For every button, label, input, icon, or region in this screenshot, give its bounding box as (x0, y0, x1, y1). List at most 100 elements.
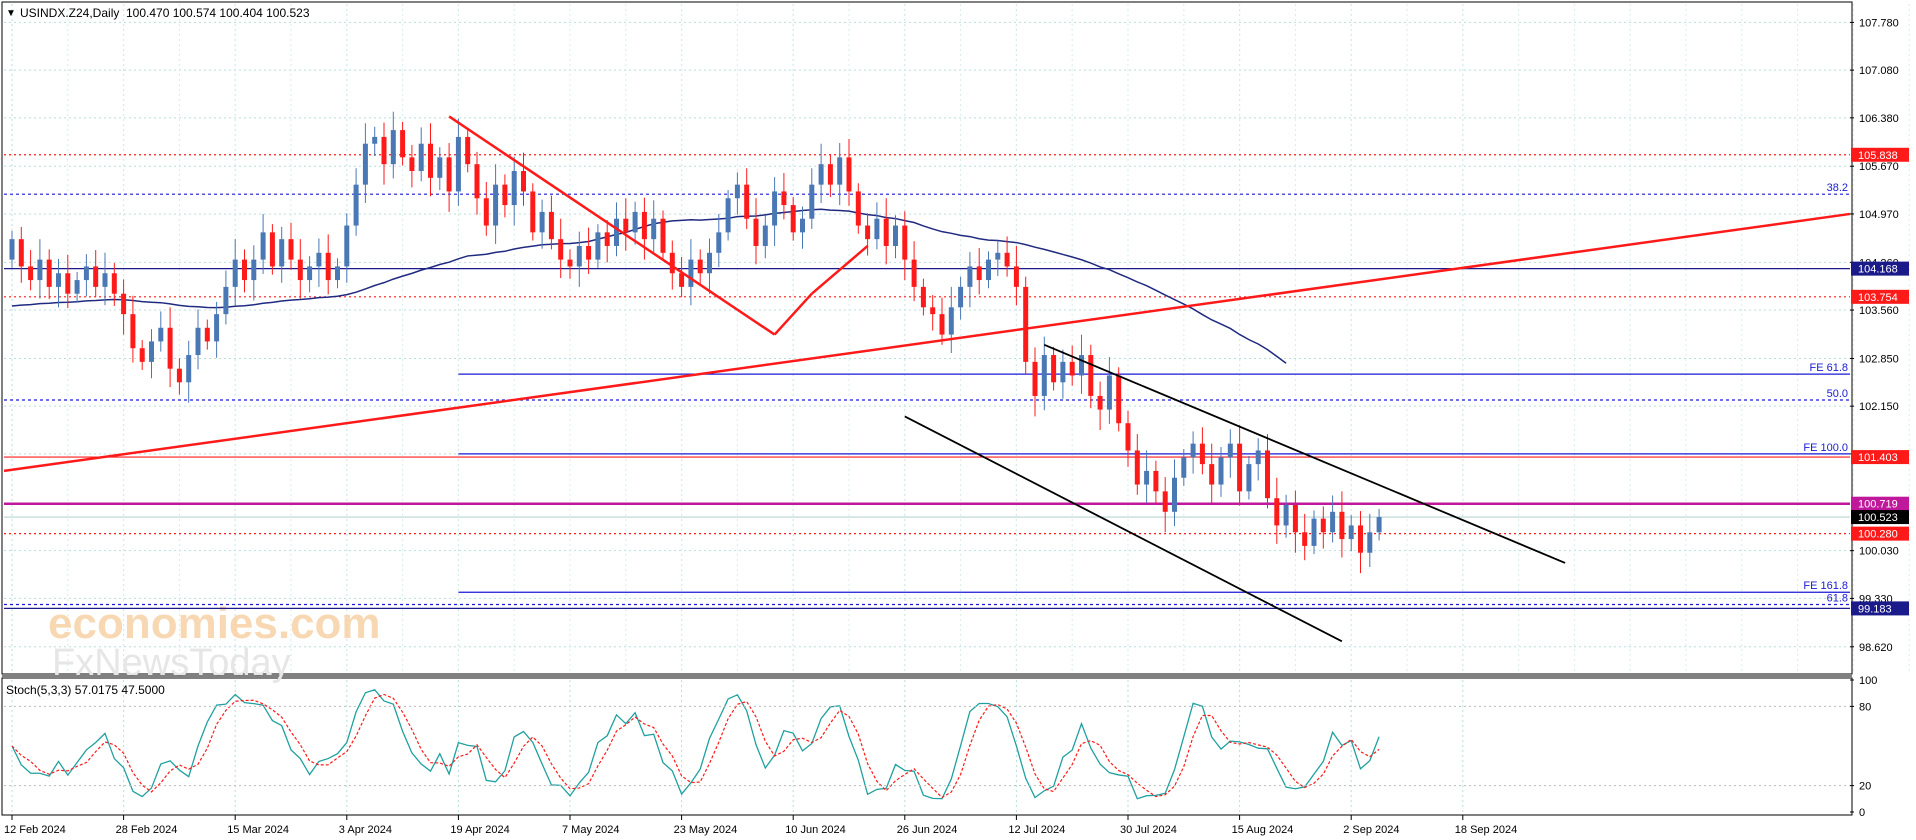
candle-body (1106, 375, 1112, 410)
candle-body (1218, 457, 1224, 485)
level-price-badge (1851, 261, 1909, 276)
main-pane-frame (1, 1, 1853, 675)
stoch-tick-label: 0 (1859, 807, 1865, 819)
candle-body (725, 198, 731, 233)
candle-body (288, 239, 294, 260)
candle-body (1274, 498, 1280, 526)
price-tick-label: 107.080 (1859, 65, 1899, 77)
candle-body (167, 327, 173, 369)
fib-label: FE 61.8 (1809, 362, 1848, 374)
candle-body (1041, 355, 1047, 396)
candle-body (381, 136, 387, 165)
candle-body (195, 327, 201, 356)
watermark-fxnewstoday: FxNewsToday (52, 642, 291, 684)
candle-body (911, 259, 917, 287)
candle-body (111, 273, 117, 294)
wedge-leg (773, 292, 813, 336)
stoch-k-line (11, 688, 1380, 800)
collapse-triangle-icon[interactable]: ▼ (6, 8, 16, 19)
candle-body (967, 266, 973, 287)
candle-body (353, 184, 359, 226)
level-price-label: 100.719 (1858, 499, 1898, 511)
candle-body (800, 218, 805, 233)
candle-body (242, 259, 247, 281)
candle-body (223, 286, 229, 315)
candle-body (56, 273, 61, 287)
level-price-label: 103.754 (1858, 292, 1898, 304)
candle-body (437, 157, 443, 178)
ma-line (11, 208, 1287, 364)
date-tick-label: 23 May 2024 (674, 824, 738, 836)
candle-body (818, 164, 824, 185)
candle-body (874, 218, 880, 240)
candle-body (139, 348, 145, 362)
level-price-label: 101.403 (1858, 452, 1898, 464)
candle-body (641, 211, 647, 240)
candle-body (465, 136, 471, 165)
ohlc-values: 100.470 100.574 100.404 100.523 (126, 6, 310, 20)
date-tick-label: 30 Jul 2024 (1120, 824, 1177, 836)
candle-body (446, 157, 452, 192)
fib-label: 38.2 (1827, 182, 1848, 194)
candle-body (46, 259, 52, 287)
date-tick-label: 19 Apr 2024 (450, 824, 509, 836)
candle-body (511, 171, 517, 206)
fib-label: 50.0 (1827, 388, 1848, 400)
candle-body (1330, 511, 1336, 533)
candle-body (827, 164, 833, 185)
price-tick-label: 98.620 (1859, 642, 1893, 654)
candle-body (1209, 464, 1215, 485)
channel-lower (904, 415, 1343, 643)
candle-body (865, 225, 871, 240)
watermark-economies: economies.com (48, 599, 381, 648)
candle-body (1302, 532, 1308, 546)
candle-body (920, 286, 926, 308)
candle-body (269, 232, 275, 267)
candle-body (260, 232, 266, 260)
candle-body (837, 157, 843, 185)
stoch-tick-label: 20 (1859, 781, 1871, 793)
candle-body (93, 266, 99, 287)
candle-body (762, 225, 768, 246)
candle-body (893, 225, 898, 246)
candle-body (325, 252, 331, 281)
date-tick-label: 10 Jun 2024 (785, 824, 846, 836)
stoch-d-line (11, 693, 1380, 799)
candle-body (1339, 511, 1345, 540)
candle-body (1153, 470, 1159, 492)
date-tick-label: 26 Jun 2024 (897, 824, 958, 836)
level-price-badge (1851, 601, 1909, 616)
candle-body (65, 273, 71, 294)
candle-body (1144, 470, 1150, 485)
candle-body (1134, 450, 1140, 485)
level-price-label: 105.838 (1858, 150, 1898, 162)
candle-body (102, 273, 108, 287)
level-price-badge (1851, 496, 1909, 511)
candle-body (753, 218, 759, 246)
date-tick-label: 15 Aug 2024 (1232, 824, 1294, 836)
candle-body (948, 307, 954, 335)
candle-body (390, 130, 396, 165)
stoch-tick-label: 80 (1859, 701, 1871, 713)
candle-body (149, 341, 154, 362)
candles (9, 111, 1382, 574)
candle-body (1172, 477, 1177, 512)
candle-body (409, 157, 415, 171)
candle-body (1069, 361, 1075, 376)
candle-body (483, 198, 489, 226)
date-tick-label: 2 Sep 2024 (1343, 824, 1399, 836)
candle-body (669, 252, 675, 274)
candle-body (539, 211, 545, 233)
wedge-leg-upper (810, 245, 869, 295)
candle-body (1032, 361, 1038, 396)
candle-body (930, 307, 936, 315)
candle-body (1088, 355, 1094, 396)
candle-body (576, 245, 582, 267)
candle-body (372, 136, 378, 144)
stoch-pane-frame (1, 677, 1853, 816)
stoch-label: Stoch(5,3,3) 57.0175 47.5000 (6, 683, 165, 697)
candle-body (883, 218, 889, 246)
candle-body (790, 205, 796, 233)
candle-body (362, 143, 368, 185)
